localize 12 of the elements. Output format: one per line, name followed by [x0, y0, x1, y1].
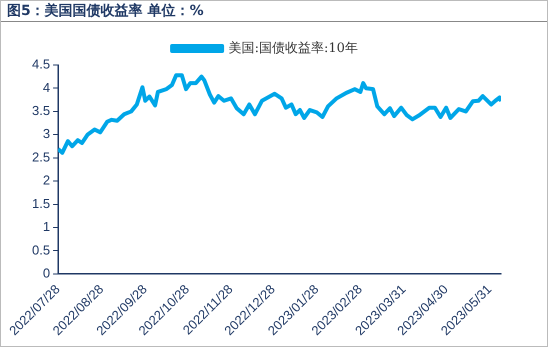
- y-tick-label: 1: [42, 219, 50, 234]
- y-tick-label: 3.5: [32, 103, 50, 118]
- y-tick-label: 3: [42, 126, 50, 142]
- y-tick-label: 2: [42, 172, 50, 188]
- y-tick-label: 1.5: [32, 196, 50, 211]
- y-tick-label: 4: [42, 80, 50, 95]
- y-tick-label: 2.5: [32, 149, 50, 164]
- y-tick-label: 4.5: [32, 56, 50, 72]
- legend-label: 美国:国债收益率:10年: [228, 40, 358, 56]
- y-tick-label: 0: [42, 266, 50, 281]
- y-tick-label: 0.5: [32, 242, 50, 258]
- chart-title: 图5：美国国债收益率 单位：%: [1, 1, 547, 22]
